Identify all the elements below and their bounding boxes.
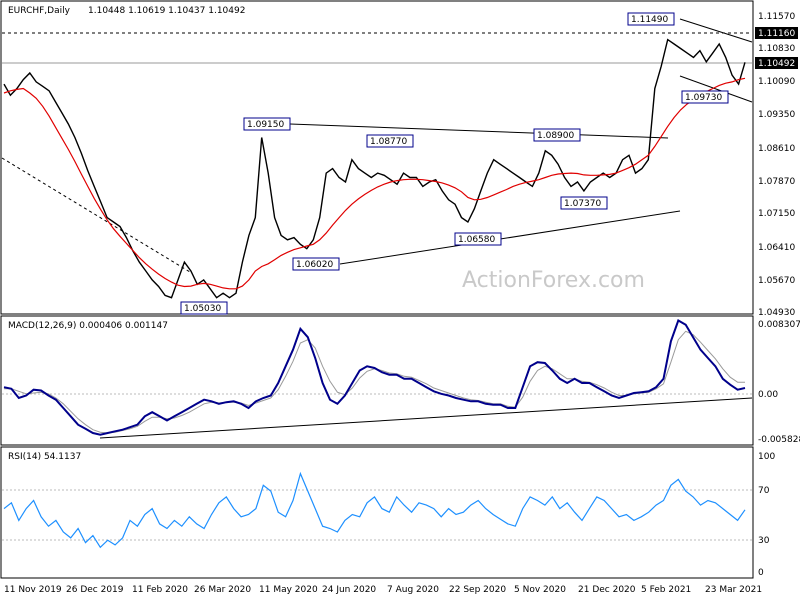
trend-line-dashed — [1, 157, 191, 273]
series-close-line — [3, 38, 746, 299]
annotation-text: 1.05030 — [184, 304, 221, 314]
x-tick-label: 5 Nov 2020 — [514, 585, 566, 595]
macd-panel-frame — [0, 315, 754, 446]
annotation-box — [292, 257, 340, 271]
annotation-text: 1.08900 — [537, 131, 574, 141]
annotation-box — [533, 128, 581, 142]
trend-line-upper — [289, 123, 669, 139]
rsi-title: RSI(14) 54.1137 — [8, 452, 81, 462]
y-tick-label: 1.05670 — [758, 276, 795, 286]
annotation-text: 1.06020 — [296, 260, 333, 270]
macd-trend-line — [99, 397, 753, 439]
y-tick-label: 1.09350 — [758, 110, 795, 120]
annotation-1-0973: 1.09730 — [681, 90, 729, 104]
annotation-box — [366, 134, 414, 148]
y-tick-label: 1.10830 — [758, 44, 795, 54]
annotation-1-1149: 1.11490 — [627, 12, 675, 26]
y-tick-label: 1.11570 — [758, 12, 795, 22]
x-tick-label: 11 Nov 2019 — [4, 585, 62, 595]
y-tick-label: -0.005828 — [758, 435, 800, 445]
y-tick-label: 0 — [758, 568, 764, 578]
series-macd-line — [3, 319, 746, 436]
annotation-1-0877: 1.08770 — [366, 134, 414, 148]
x-tick-label: 26 Mar 2020 — [194, 585, 251, 595]
y-tick-label: 1.07870 — [758, 177, 795, 187]
annotation-box — [454, 232, 502, 246]
y-tick-label: 1.06410 — [758, 243, 795, 253]
price-y-axis: 1.11570 1.11160 1.10830 1.10492 1.10090 … — [755, 12, 798, 318]
rsi-y-axis: 100 70 30 0 — [758, 452, 775, 578]
watermark: ActionForex.com — [462, 268, 645, 293]
x-tick-label: 11 Feb 2020 — [132, 585, 188, 595]
annotation-box — [681, 90, 729, 104]
x-tick-label: 22 Sep 2020 — [449, 585, 506, 595]
annotation-1-0737: 1.07370 — [560, 196, 608, 210]
x-tick-label: 24 Jun 2020 — [322, 585, 376, 595]
current-price-label: 1.10492 — [758, 59, 795, 69]
x-tick-label: 7 Aug 2020 — [387, 585, 439, 595]
rsi-panel-frame — [0, 446, 754, 579]
trend-line-lower — [339, 210, 681, 265]
y-tick-label: 70 — [758, 486, 770, 496]
annotation-text: 1.08770 — [370, 137, 407, 147]
y-tick-label: 30 — [758, 536, 770, 546]
annotation-box — [560, 196, 608, 210]
y-tick-label: 100 — [758, 452, 775, 462]
annotation-box — [180, 301, 228, 315]
y-tick-label: 1.04930 — [758, 308, 795, 318]
annotation-text: 1.11490 — [631, 15, 668, 25]
annotation-1-0503: 1.05030 — [180, 301, 228, 315]
annotation-text: 1.07370 — [564, 199, 601, 209]
macd-title: MACD(12,26,9) 0.000406 0.001147 — [8, 321, 168, 331]
price-panel-frame — [0, 0, 754, 315]
annotation-1-0915: 1.09150 — [243, 117, 291, 131]
annotation-text: 1.06580 — [458, 235, 495, 245]
x-tick-label: 23 Mar 2021 — [705, 585, 762, 595]
chart-header-ohlc: 1.10448 1.10619 1.10437 1.10492 — [88, 6, 245, 16]
y-tick-label: 0.00 — [758, 390, 778, 400]
annotation-1-0602: 1.06020 — [292, 257, 340, 271]
y-tick-label: 1.07150 — [758, 209, 795, 219]
channel-line-upper — [679, 18, 753, 43]
x-axis: 11 Nov 2019 26 Dec 2019 11 Feb 2020 26 M… — [4, 585, 762, 595]
y-tick-label: 1.11160 — [758, 29, 795, 39]
x-tick-label: 11 May 2020 — [259, 585, 318, 595]
x-tick-label: 21 Dec 2020 — [578, 585, 636, 595]
series-moving-average-line — [3, 77, 746, 290]
current-price-tag — [755, 57, 798, 69]
channel-line-lower — [679, 75, 753, 103]
annotation-1-0890: 1.08900 — [533, 128, 581, 142]
annotation-box — [243, 117, 291, 131]
annotation-text: 1.09150 — [247, 120, 284, 130]
y-tick-label: 0.008307 — [758, 320, 800, 330]
annotation-box — [627, 12, 675, 26]
y-tick-label: 1.08610 — [758, 144, 795, 154]
macd-y-axis: 0.008307 0.00 -0.005828 — [758, 320, 800, 445]
reference-level-tag — [755, 27, 798, 39]
x-tick-label: 26 Dec 2019 — [66, 585, 124, 595]
annotation-text: 1.09730 — [685, 93, 722, 103]
annotation-1-0658: 1.06580 — [454, 232, 502, 246]
series-rsi-line — [3, 471, 746, 549]
chart-header-symbol: EURCHF,Daily — [8, 6, 71, 16]
x-tick-label: 5 Feb 2021 — [641, 585, 691, 595]
y-tick-label: 1.10090 — [758, 77, 795, 87]
